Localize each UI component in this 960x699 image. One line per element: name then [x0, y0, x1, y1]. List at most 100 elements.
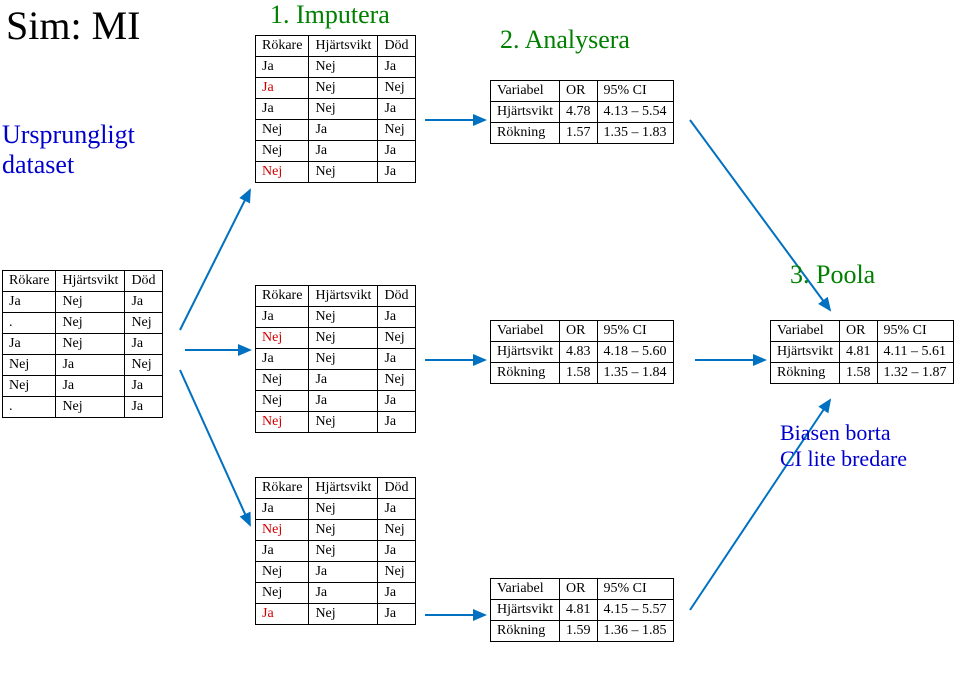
table-imputed-2: RökareHjärtsviktDödJaNejJaNejNejNejJaNej…	[255, 285, 416, 433]
cell: Ja	[256, 349, 309, 370]
cell: Rökning	[491, 363, 560, 384]
col-header: OR	[560, 321, 598, 342]
col-header: Variabel	[491, 81, 560, 102]
cell: Ja	[309, 583, 378, 604]
cell: Ja	[378, 541, 415, 562]
col-header: Rökare	[256, 286, 309, 307]
cell: Nej	[125, 355, 162, 376]
subtitle-original-dataset: Ursprungligtdataset	[2, 120, 135, 180]
col-header: OR	[560, 579, 598, 600]
cell: Rökning	[491, 123, 560, 144]
cell: Nej	[256, 520, 309, 541]
step-1-label: 1. Imputera	[270, 0, 390, 30]
cell: Ja	[256, 499, 309, 520]
cell: Nej	[378, 370, 415, 391]
cell: 4.15 – 5.57	[597, 600, 673, 621]
table-imputed-1: RökareHjärtsviktDödJaNejJaJaNejNejJaNejJ…	[255, 35, 416, 183]
cell: Hjärtsvikt	[771, 342, 840, 363]
cell: Ja	[125, 292, 162, 313]
cell: 1.58	[840, 363, 878, 384]
cell: Nej	[309, 57, 378, 78]
cell: Ja	[378, 349, 415, 370]
table-pooled: VariabelOR95% CIHjärtsvikt4.814.11 – 5.6…	[770, 320, 954, 384]
table-original: RökareHjärtsviktDödJaNejJa.NejNejJaNejJa…	[2, 270, 163, 418]
cell: Ja	[309, 391, 378, 412]
table-result-1: VariabelOR95% CIHjärtsvikt4.784.13 – 5.5…	[490, 80, 674, 144]
cell: Nej	[256, 391, 309, 412]
cell: 1.35 – 1.83	[597, 123, 673, 144]
col-header: Död	[378, 36, 415, 57]
cell: 1.58	[560, 363, 598, 384]
cell: Nej	[3, 355, 56, 376]
cell: Nej	[309, 162, 378, 183]
cell: Ja	[125, 334, 162, 355]
cell: Nej	[378, 120, 415, 141]
col-header: Hjärtsvikt	[56, 271, 125, 292]
cell: Nej	[309, 99, 378, 120]
col-header: Variabel	[491, 321, 560, 342]
cell: Nej	[378, 520, 415, 541]
cell: Nej	[125, 313, 162, 334]
cell: Ja	[378, 57, 415, 78]
col-header: Död	[378, 286, 415, 307]
cell: Hjärtsvikt	[491, 342, 560, 363]
cell: 1.59	[560, 621, 598, 642]
table-result-3: VariabelOR95% CIHjärtsvikt4.814.15 – 5.5…	[490, 578, 674, 642]
cell: Nej	[378, 562, 415, 583]
cell: Nej	[309, 412, 378, 433]
cell: Ja	[378, 99, 415, 120]
cell: Nej	[256, 328, 309, 349]
col-header: Hjärtsvikt	[309, 478, 378, 499]
cell: Nej	[256, 370, 309, 391]
cell: Nej	[256, 412, 309, 433]
cell: Ja	[56, 376, 125, 397]
cell: Nej	[378, 328, 415, 349]
cell: Ja	[309, 562, 378, 583]
cell: 4.18 – 5.60	[597, 342, 673, 363]
cell: Nej	[256, 141, 309, 162]
cell: Ja	[256, 307, 309, 328]
cell: Ja	[378, 141, 415, 162]
col-header: Variabel	[771, 321, 840, 342]
cell: 1.57	[560, 123, 598, 144]
cell: Ja	[378, 583, 415, 604]
cell: Ja	[309, 141, 378, 162]
cell: .	[3, 397, 56, 418]
cell: Nej	[56, 313, 125, 334]
table-imputed-3: RökareHjärtsviktDödJaNejJaNejNejNejJaNej…	[255, 477, 416, 625]
cell: Nej	[309, 541, 378, 562]
col-header: Hjärtsvikt	[309, 286, 378, 307]
cell: Nej	[309, 78, 378, 99]
cell: Nej	[56, 292, 125, 313]
cell: Nej	[256, 562, 309, 583]
cell: Nej	[56, 334, 125, 355]
col-header: Rökare	[256, 36, 309, 57]
cell: Ja	[125, 397, 162, 418]
table-result-2: VariabelOR95% CIHjärtsvikt4.834.18 – 5.6…	[490, 320, 674, 384]
cell: Ja	[378, 162, 415, 183]
cell: Nej	[309, 328, 378, 349]
cell: Nej	[256, 162, 309, 183]
cell: Nej	[309, 604, 378, 625]
cell: Nej	[309, 499, 378, 520]
cell: 4.83	[560, 342, 598, 363]
cell: Ja	[125, 376, 162, 397]
cell: .	[3, 313, 56, 334]
cell: Nej	[309, 349, 378, 370]
cell: 1.36 – 1.85	[597, 621, 673, 642]
col-header: Rökare	[256, 478, 309, 499]
cell: Nej	[309, 520, 378, 541]
cell: Ja	[56, 355, 125, 376]
cell: Ja	[256, 78, 309, 99]
col-header: Hjärtsvikt	[309, 36, 378, 57]
cell: 4.11 – 5.61	[877, 342, 953, 363]
cell: Hjärtsvikt	[491, 102, 560, 123]
cell: Ja	[3, 334, 56, 355]
cell: Ja	[378, 604, 415, 625]
cell: Hjärtsvikt	[491, 600, 560, 621]
col-header: 95% CI	[597, 81, 673, 102]
step-3-label: 3. Poola	[790, 260, 875, 290]
col-header: 95% CI	[597, 579, 673, 600]
step-2-label: 2. Analysera	[500, 25, 630, 55]
col-header: Variabel	[491, 579, 560, 600]
